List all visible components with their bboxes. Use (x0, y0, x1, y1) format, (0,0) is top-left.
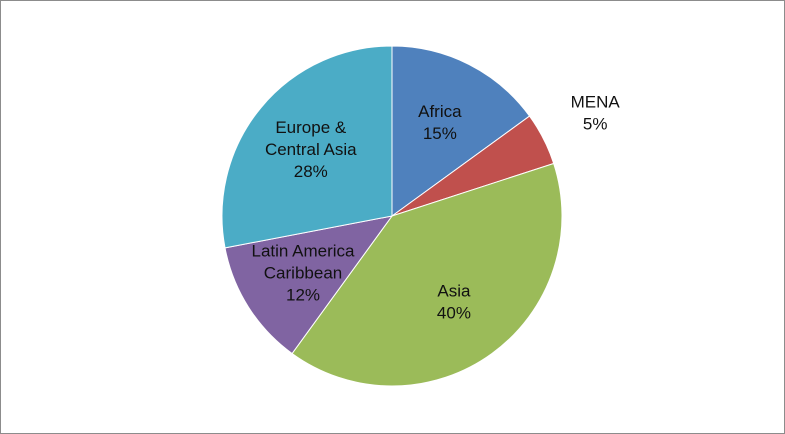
pie-category-label: Europe & (275, 118, 347, 137)
pie-label-mena: MENA 5% (571, 92, 621, 133)
pie-category-label: Caribbean (264, 263, 342, 282)
pie-slice-africa (391, 45, 531, 217)
pie-slice-latin-america-caribbean (224, 215, 394, 355)
pie-category-label: Africa (418, 102, 462, 121)
pie-label-asia: Asia 40% (437, 281, 471, 322)
pie-label-latin-america-caribbean: Latin America Caribbean 12% (252, 241, 356, 304)
pie-category-label: MENA (571, 92, 621, 111)
pie-value-label: 15% (423, 124, 457, 143)
pie-value-label: 12% (286, 285, 320, 304)
pie-label-africa: Africa 15% (418, 102, 462, 143)
pie-category-label: Asia (437, 281, 471, 300)
pie-category-label: Latin America (252, 241, 356, 260)
pie-value-label: 5% (583, 114, 608, 133)
pie-value-label: 40% (437, 303, 471, 322)
pie-value-label: 28% (294, 162, 328, 181)
pie-slice-europe-central-asia (221, 45, 393, 249)
pie-category-label: Central Asia (265, 140, 357, 159)
pie-slice-asia (291, 162, 563, 387)
pie-label-europe-central-asia: Europe & Central Asia 28% (265, 118, 357, 181)
